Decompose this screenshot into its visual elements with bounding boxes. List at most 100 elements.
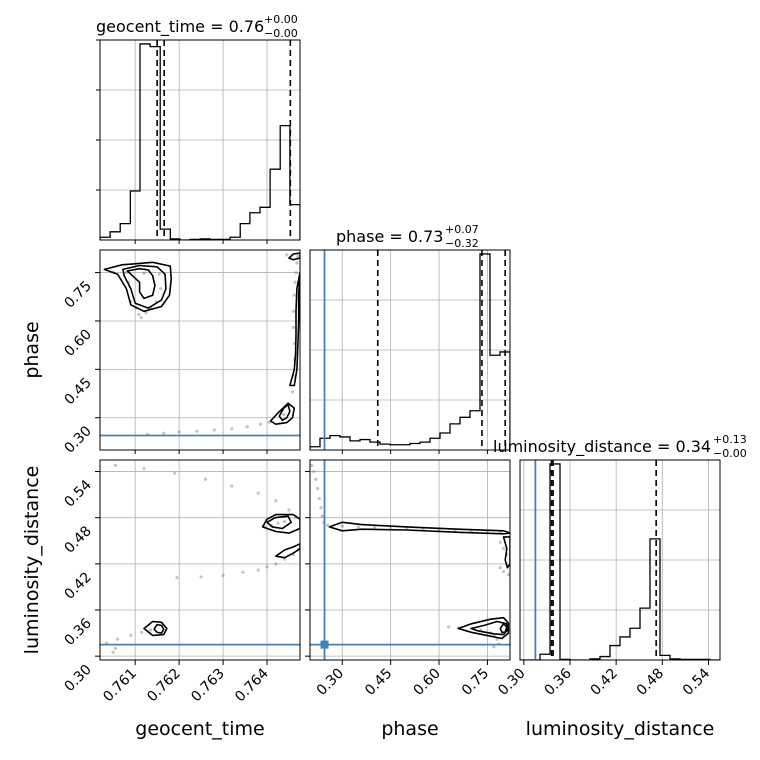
sample-point [291,325,296,330]
ylabel-phase: phase [21,321,43,378]
title-luminosity-distance-sup: +0.13 [713,433,747,446]
contour-line [502,536,510,569]
xlabel-luminosity-distance: luminosity_distance [526,718,715,740]
sample-point [256,568,260,572]
tick-label-x-luminosity_distance: 0.54 [680,665,713,698]
sample-point [221,573,225,577]
sample-point [241,570,245,574]
contour-line [261,513,300,534]
sample-point [320,514,324,518]
sample-point [113,646,117,651]
histogram-luminosity_distance [520,463,720,660]
panel-frame [99,249,301,451]
sample-point [173,471,177,475]
sample-point [142,466,146,471]
sample-point [287,508,291,512]
sample-point [175,576,179,580]
sample-point [290,390,295,394]
panel-luminosity_distance-geocent_time: 0.761 0.762 0.763 0.764 0.30 0.36 0.42 0.48 0.54 [61,459,301,706]
sample-point [115,637,120,641]
contour-line [328,521,510,535]
tick-label-x-luminosity_distance: 0.42 [588,666,621,699]
panel-content [100,40,300,240]
tick-label-y-luminosity_distance: 0.36 [61,615,94,648]
contour-line [274,542,300,559]
sample-point [140,630,144,634]
tick-label-y-phase: 0.45 [61,375,94,408]
sample-point [159,287,163,291]
panel-luminosity_distance-phase: 0.30 0.45 0.60 0.75 [305,459,511,699]
sample-point [319,506,323,510]
histogram-phase [310,253,510,450]
sample-point [203,477,208,481]
panel-phase-geocent_time: 0.30 0.45 0.60 0.75 [61,249,301,457]
sample-point [265,565,269,569]
sample-point [199,575,203,579]
title-luminosity-distance-sub: −0.00 [713,447,747,460]
tick-label-x-geocent_time: 0.762 [144,666,184,706]
sample-point [316,486,320,491]
sample-point [340,524,344,528]
sample-point [283,519,287,524]
contour-line [457,616,510,640]
sample-point [310,463,314,467]
sample-point [276,521,280,525]
panel-phase-phase [309,249,511,454]
tick-label-y-luminosity_distance: 0.42 [61,569,94,602]
title-geocent-time: geocent_time = 0.76 [96,17,264,37]
contour-line [499,622,508,634]
sample-point [498,566,502,570]
title-phase-sup: +0.07 [445,223,479,236]
tick-label-x-luminosity_distance: 0.48 [634,666,667,699]
sample-point [137,312,141,317]
contour-line [266,515,293,530]
sample-point [292,293,296,297]
title-phase-sub: −0.32 [445,237,479,250]
contour-line [126,267,156,300]
title-geocent-time-sup: +0.00 [264,13,298,26]
sample-point [274,562,278,566]
tick-label-y-phase: 0.75 [61,278,94,311]
contour-line [470,620,509,636]
sample-point [501,546,506,551]
sample-point [111,650,115,654]
contour-line [153,623,165,634]
contour-line [103,261,172,313]
sample-point [447,625,451,629]
tick-label-x-geocent_time: 0.763 [188,666,228,706]
panel-content [310,460,510,660]
sample-point [291,309,296,313]
sample-point [144,311,148,315]
panel-content [100,250,300,450]
histogram-geocent_time [100,43,300,240]
sample-point [293,280,297,284]
sample-point [326,523,330,527]
contour-line [122,264,167,309]
sample-point [258,422,263,426]
sample-point [356,525,360,529]
sample-point [195,429,199,433]
panel-content [310,250,510,450]
sample-point [372,526,377,530]
sample-point [501,569,506,574]
sample-point [162,431,166,435]
tick-label-y-luminosity_distance: 0.54 [61,477,94,510]
sample-point [295,261,299,265]
sample-point [498,540,502,544]
sample-point [142,271,146,275]
panel-frame [99,39,301,241]
sample-point [506,573,510,577]
tick-label-y-phase: 0.60 [61,326,94,359]
tick-label-y-phase: 0.30 [61,423,94,456]
tick-label-x-phase: 0.60 [411,666,444,699]
contour-line [143,620,168,637]
sample-point [285,253,289,257]
contour-line [289,271,300,387]
tick-label-x-geocent_time: 0.764 [232,665,272,705]
tick-label-x-luminosity_distance: 0.36 [541,665,574,698]
panel-frame [519,459,721,661]
panel-luminosity_distance-luminosity_distance: 0.30 0.36 0.42 0.48 0.54 [495,459,721,699]
tick-label-y-luminosity_distance: 0.30 [61,662,94,695]
tick-label-x-phase: 0.75 [459,666,492,699]
